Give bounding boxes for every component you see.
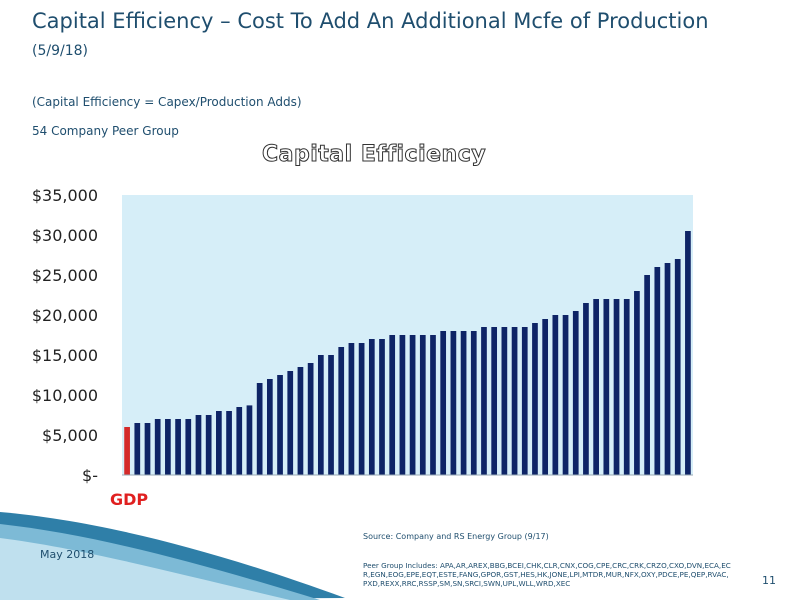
bar [165, 419, 171, 475]
bar [521, 327, 528, 475]
slide-title: Capital Efficiency – Cost To Add An Addi… [32, 8, 732, 65]
footer-date: May 2018 [40, 548, 95, 561]
bar [236, 407, 243, 475]
bar [623, 299, 630, 475]
source-note: Source: Company and RS Energy Group (9/1… [363, 532, 549, 541]
bar [144, 423, 151, 475]
bar [266, 379, 273, 475]
bar [511, 327, 518, 475]
bar [195, 415, 202, 475]
bar [674, 259, 681, 475]
bar [379, 339, 385, 475]
bar [358, 343, 365, 475]
bar [613, 299, 620, 475]
bar [644, 275, 650, 475]
bar [583, 303, 589, 475]
peer-group-list: Peer Group Includes: APA,AR,AREX,BBG,BCE… [363, 561, 731, 588]
chart-title: Capital Efficiency [261, 142, 487, 168]
bar [368, 339, 375, 475]
bar [307, 363, 314, 475]
bar [593, 299, 599, 475]
y-tick-label: $30,000 [32, 226, 98, 245]
capital-efficiency-chart: $- $5,000 $10,000 $15,000 $20,000 $25,000 $30,… [32, 186, 693, 485]
highlight-label-gdp: GDP [110, 490, 149, 509]
bar [634, 291, 640, 475]
bar [532, 323, 538, 475]
bar [399, 335, 406, 475]
bar [501, 327, 508, 475]
bar [664, 263, 671, 475]
bar [256, 383, 263, 475]
bar [134, 423, 141, 475]
bar [175, 419, 181, 475]
bar [572, 311, 579, 475]
bar [409, 335, 416, 475]
bar [440, 331, 447, 475]
bar [491, 327, 498, 475]
bar [481, 327, 487, 475]
bar [277, 375, 283, 475]
bar [542, 319, 549, 475]
bar [154, 419, 161, 475]
bar [419, 335, 426, 475]
decorative-swoosh [0, 512, 345, 600]
bar [389, 335, 396, 475]
page-number: 11 [762, 574, 776, 587]
bar [205, 415, 212, 475]
y-tick-label: $10,000 [32, 386, 98, 405]
bar [552, 315, 559, 475]
bar [430, 335, 436, 475]
bar [562, 315, 569, 475]
bar [246, 405, 253, 475]
bar [338, 347, 345, 475]
bar [185, 419, 192, 475]
bar [450, 331, 457, 475]
y-tick-label: $25,000 [32, 266, 98, 285]
peer-group-count: 54 Company Peer Group [32, 124, 179, 138]
bar [654, 267, 661, 475]
slide-title-text: Capital Efficiency – Cost To Add An Addi… [32, 9, 709, 33]
bar [216, 411, 222, 475]
y-tick-label: $20,000 [32, 306, 98, 325]
slide-title-date: (5/9/18) [32, 43, 88, 59]
y-tick-label: $5,000 [42, 426, 98, 445]
y-tick-label: $35,000 [32, 186, 98, 205]
bar [348, 343, 355, 475]
bar [460, 331, 467, 475]
bar [328, 355, 334, 475]
bar [226, 411, 232, 475]
bar [603, 299, 610, 475]
bar [317, 355, 324, 475]
bar [297, 367, 304, 475]
bar-gdp [124, 427, 130, 475]
formula-note: (Capital Efficiency = Capex/Production A… [32, 95, 302, 109]
bar [685, 231, 691, 475]
y-tick-label: $15,000 [32, 346, 98, 365]
bar [470, 331, 477, 475]
y-tick-label: $- [82, 466, 98, 485]
bar [287, 371, 294, 475]
